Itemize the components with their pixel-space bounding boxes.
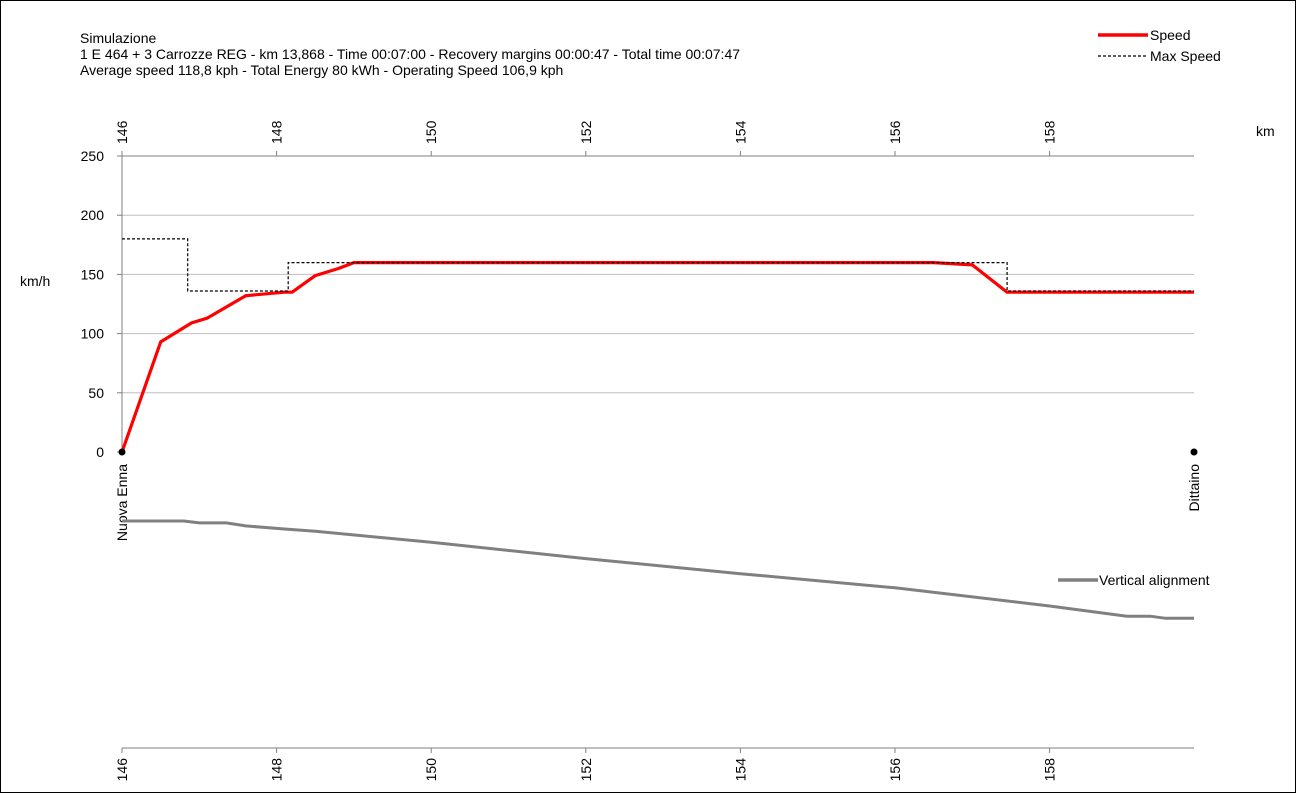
bottom-x-tick-label: 146 xyxy=(114,758,130,782)
alignment-layer xyxy=(122,519,1194,620)
y-tick-label: 50 xyxy=(88,385,104,401)
top-x-tick-label: 152 xyxy=(578,120,594,144)
series-speed-line xyxy=(120,261,1194,453)
top-x-tick-label: 154 xyxy=(732,120,748,144)
y-axis-unit-label: km/h xyxy=(20,273,50,289)
alignment-axes: 146 148 150 152 154 156 158 xyxy=(114,747,1194,782)
series-max-speed-line xyxy=(122,238,1194,292)
simulation-summary-line-2: Average speed 118,8 kph - Total Energy 8… xyxy=(80,62,564,78)
speed-axes: 0 50 100 150 200 250 km/h 146 148 150 152 154 156 158… xyxy=(20,120,1275,460)
bottom-x-tick-label: 148 xyxy=(269,758,285,782)
station-label: Dittaino xyxy=(1186,464,1202,512)
top-x-tick-label: 148 xyxy=(269,120,285,144)
station-marker xyxy=(1190,448,1198,456)
legend-max-speed-label: Max Speed xyxy=(1150,48,1221,64)
simulation-summary-line-1: 1 E 464 + 3 Carrozze REG - km 13,868 - T… xyxy=(80,46,741,62)
series-layer xyxy=(120,238,1194,453)
legends: Speed Max Speed Vertical alignment xyxy=(1058,27,1221,588)
y-tick-label: 0 xyxy=(96,444,104,460)
legend-speed-label: Speed xyxy=(1150,27,1190,43)
station-label: Nuova Enna xyxy=(114,464,130,541)
speed-grid xyxy=(122,155,1194,394)
top-x-tick-label: 156 xyxy=(887,120,903,144)
top-x-tick-label: 150 xyxy=(423,120,439,144)
legend-vertical-alignment-label: Vertical alignment xyxy=(1099,572,1210,588)
y-tick-label: 200 xyxy=(81,207,105,223)
series-vertical-alignment-line xyxy=(122,519,1194,620)
bottom-x-tick-label: 152 xyxy=(578,758,594,782)
top-x-tick-label: 146 xyxy=(114,120,130,144)
y-tick-label: 250 xyxy=(81,148,105,164)
y-tick-label: 150 xyxy=(81,266,105,282)
x-axis-unit-label: km xyxy=(1256,123,1275,139)
y-tick-label: 100 xyxy=(81,326,105,342)
station-marker xyxy=(118,448,126,456)
chart-title: Simulazione xyxy=(80,30,157,46)
top-x-tick-label: 158 xyxy=(1042,120,1058,144)
bottom-x-tick-label: 158 xyxy=(1042,758,1058,782)
bottom-x-tick-label: 154 xyxy=(732,758,748,782)
bottom-x-tick-label: 150 xyxy=(423,758,439,782)
bottom-x-tick-label: 156 xyxy=(887,758,903,782)
